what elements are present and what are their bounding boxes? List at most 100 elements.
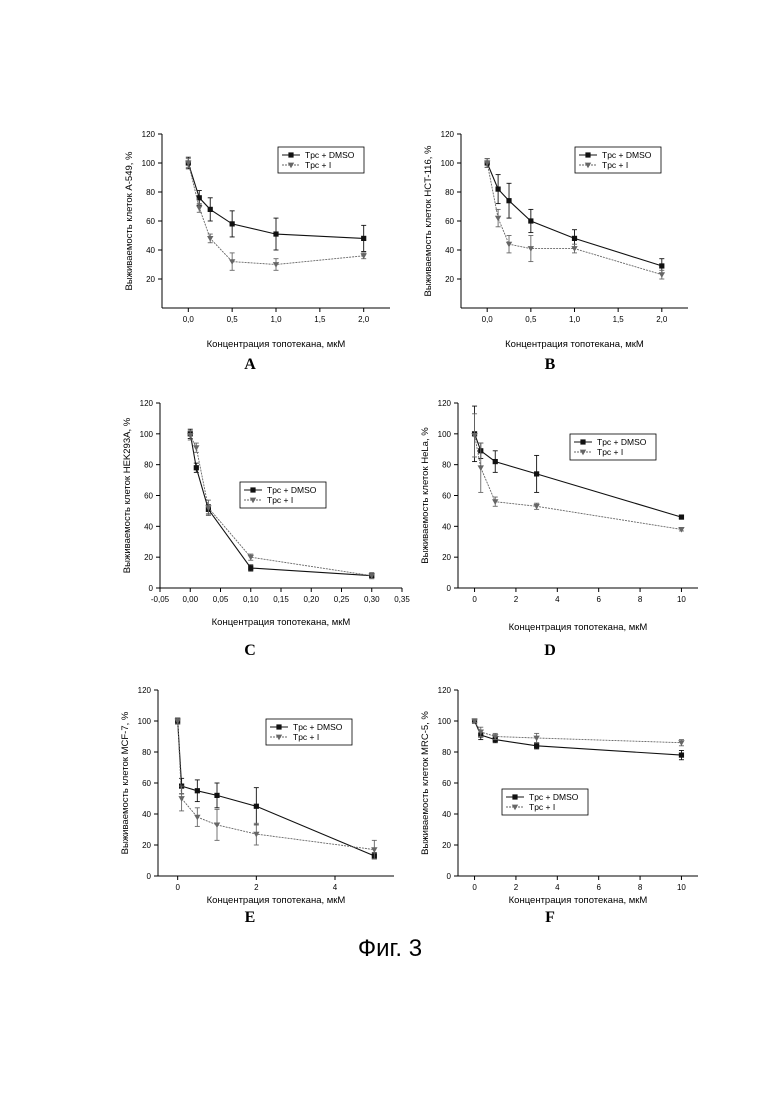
series-dmso [472,718,684,759]
legend-label: Tpc + I [597,447,623,457]
x-tick-label: 0,00 [182,595,198,604]
legend-label: Tpc + DMSO [602,150,652,160]
y-tick-label: 0 [149,584,154,593]
x-tick-label: 6 [596,883,601,892]
chart-panel-b: 204060801001200,00,51,01,52,0Концентраци… [423,130,688,373]
data-point [493,459,498,464]
y-tick-label: 20 [445,275,454,284]
y-tick-label: 60 [442,492,451,501]
data-point [214,793,219,798]
legend: Tpc + DMSOTpc + I [240,482,326,508]
y-tick-label: 80 [146,188,155,197]
x-tick-label: 0,25 [334,595,350,604]
panel-letter: A [244,356,256,373]
x-tick-label: 2 [514,595,519,604]
data-point [533,736,539,742]
y-tick-label: 120 [142,130,156,139]
y-tick-label: 20 [146,275,155,284]
y-tick-label: 100 [140,430,154,439]
data-point [495,216,501,222]
x-axis-label: Концентрация топотекана, мкМ [207,339,346,350]
legend-marker [288,152,293,157]
data-point [230,221,235,226]
panel-letter: D [544,642,556,659]
y-tick-label: 100 [142,159,156,168]
x-tick-label: 2 [254,883,259,892]
y-tick-label: 120 [138,686,152,695]
data-point [196,206,202,212]
legend-label: Tpc + DMSO [529,792,579,802]
y-tick-label: 120 [441,130,455,139]
x-tick-label: 8 [638,595,643,604]
series-inhibitor [471,719,684,746]
y-tick-label: 20 [442,841,451,850]
y-tick-label: 40 [144,522,153,531]
x-tick-label: 4 [555,883,560,892]
y-tick-label: 60 [144,492,153,501]
chart-panel-f: 0204060801001200246810Концентрация топот… [420,686,698,926]
data-point [496,187,501,192]
data-point [534,743,539,748]
x-tick-label: -0,05 [151,595,170,604]
x-tick-label: 0,35 [394,595,410,604]
data-point [679,753,684,758]
data-point [361,236,366,241]
x-tick-label: 4 [555,595,560,604]
legend-marker [276,724,281,729]
panel-letter: B [545,356,556,373]
chart-panel-c: 020406080100120-0,050,000,050,100,150,20… [122,399,410,659]
data-point [533,504,539,510]
data-point [659,263,664,268]
legend: Tpc + DMSOTpc + I [570,434,656,460]
x-tick-label: 2 [514,883,519,892]
legend-marker [512,794,517,799]
legend-label: Tpc + DMSO [293,722,343,732]
legend-label: Tpc + DMSO [597,437,647,447]
panel-letter: C [244,642,256,659]
data-point [178,796,184,802]
data-point [194,815,200,821]
y-axis-label: Выживаемость клеток HeLa, % [420,427,431,564]
y-tick-label: 60 [142,779,151,788]
x-tick-label: 0,0 [183,315,195,324]
x-tick-label: 2,0 [358,315,370,324]
y-axis-label: Выживаемость клеток MCF-7, % [120,711,131,854]
x-tick-label: 0,05 [213,595,229,604]
legend-label: Tpc + DMSO [267,485,317,495]
x-tick-label: 0,5 [525,315,537,324]
legend-label: Tpc + DMSO [305,150,355,160]
data-point [679,514,684,519]
x-tick-label: 0,20 [303,595,319,604]
data-point [273,262,279,268]
y-tick-label: 40 [442,810,451,819]
y-tick-label: 20 [142,841,151,850]
y-axis-label: Выживаемость клеток HCT-116, % [423,145,434,297]
legend: Tpc + DMSOTpc + I [502,789,588,815]
x-tick-label: 0 [175,883,180,892]
y-tick-label: 0 [447,584,452,593]
x-tick-label: 4 [333,883,338,892]
y-tick-label: 80 [442,461,451,470]
legend: Tpc + DMSOTpc + I [278,147,364,173]
y-tick-label: 40 [442,522,451,531]
x-tick-label: 1,0 [270,315,282,324]
x-axis-label: Концентрация топотекана, мкМ [509,895,648,906]
data-point [506,242,512,248]
chart-panel-d: 0204060801001200246810Концентрация топот… [420,399,698,659]
data-point [659,272,665,278]
legend-marker [585,152,590,157]
x-tick-label: 6 [596,595,601,604]
x-tick-label: 0 [472,595,477,604]
data-point [194,465,199,470]
data-point [214,822,220,828]
y-tick-label: 20 [442,553,451,562]
y-tick-label: 20 [144,553,153,562]
series-dmso [485,159,665,274]
x-axis-label: Концентрация топотекана, мкМ [505,339,644,350]
y-axis-label: Выживаемость клеток HEK293A, % [122,417,133,573]
data-point [506,198,511,203]
data-point [678,527,684,533]
legend-marker [250,487,255,492]
x-tick-label: 0,15 [273,595,289,604]
chart-panel-e: 020406080100120024Концентрация топотекан… [120,686,394,926]
